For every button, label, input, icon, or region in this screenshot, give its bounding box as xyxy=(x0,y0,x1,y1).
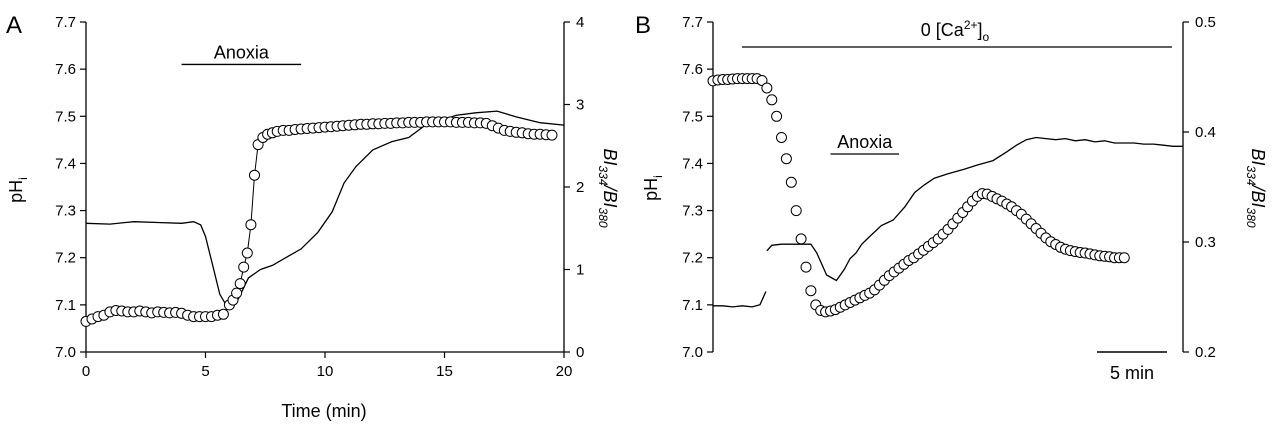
b-y-left-tick-label: 7.7 xyxy=(682,14,703,31)
b-phi-point xyxy=(1118,252,1130,264)
a-phi-connector xyxy=(85,121,553,322)
a-y-right-tick-label: 0 xyxy=(576,344,584,361)
y-axis-label-left-a: pHi xyxy=(6,177,30,203)
b-y-right-tick-label: 0.2 xyxy=(1195,344,1216,361)
b-y-left-tick-label: 7.2 xyxy=(682,250,703,267)
scale-bar-label: 5 min xyxy=(1110,363,1154,383)
a-x-tick-label: 5 xyxy=(201,363,209,380)
panel-a-phi-markers xyxy=(80,116,558,327)
b-phi-point xyxy=(790,205,802,217)
a-y-left-tick-label: 7.5 xyxy=(55,108,76,125)
a-y-left-tick-label: 7.4 xyxy=(55,155,76,172)
b-phi-point xyxy=(766,94,778,106)
a-x-tick-label: 10 xyxy=(317,363,334,380)
a-x-tick-label: 15 xyxy=(436,363,453,380)
b-phi-point xyxy=(756,75,768,86)
a-y-left-tick-label: 7.2 xyxy=(55,250,76,267)
a-y-left-tick-label: 7.7 xyxy=(55,14,76,31)
b-anoxia-label: Anoxia xyxy=(837,132,893,152)
panel-b-phi-markers xyxy=(707,73,1130,318)
panel-a-ratio-trace xyxy=(85,110,565,308)
b-phi-point xyxy=(761,82,773,94)
a-phi-point xyxy=(234,278,246,290)
x-axis-label-a: Time (min) xyxy=(281,401,366,421)
b-y-right-tick-label: 0.3 xyxy=(1195,234,1216,251)
b-phi-point xyxy=(780,153,792,165)
b-phi-point xyxy=(771,110,783,122)
a-phi-point xyxy=(249,169,260,181)
a-y-right-tick-label: 4 xyxy=(576,14,584,31)
a-y-right-tick-label: 3 xyxy=(576,97,584,114)
b-phi-point xyxy=(785,176,797,188)
a-anoxia-label: Anoxia xyxy=(214,42,270,62)
panel-b-axes: 7.0 7.1 7.2 7.3 7.4 7.5 7.6 7.7 0.2 0.3 0.4 0.5 xyxy=(682,14,1216,361)
panel-b-annotations: Anoxia xyxy=(830,132,900,155)
b-y-left-tick-label: 7.5 xyxy=(682,108,703,125)
a-phi-point xyxy=(231,287,243,299)
panel-a-annotations: Anoxia xyxy=(181,42,302,66)
b-y-left-tick-label: 7.0 xyxy=(682,344,703,361)
b-y-right-tick-label: 0.5 xyxy=(1195,14,1216,31)
y-axis-label-left-b: pHi xyxy=(641,175,665,201)
b-y-left-tick-label: 7.1 xyxy=(682,297,703,314)
b-y-right-tick-label: 0.4 xyxy=(1195,124,1216,141)
a-phi-point xyxy=(238,261,250,273)
a-phi-point xyxy=(217,308,229,320)
y-axis-label-right-b: BI334/BI380 xyxy=(1244,148,1268,227)
a-x-tick-label: 20 xyxy=(556,363,573,380)
a-y-left-tick-label: 7.0 xyxy=(55,344,76,361)
panel-b: B 7.0 7.1 7.2 7.3 7.4 7.5 7.6 7.7 0.2 0.3 0.4 0.5 A… xyxy=(635,12,1268,383)
a-y-right-tick-label: 2 xyxy=(576,179,584,196)
b-phi-point xyxy=(795,233,807,245)
a-phi-point xyxy=(546,129,558,141)
b-ratio-line-segment xyxy=(713,291,767,308)
a-x-tick-label: 0 xyxy=(82,363,90,380)
a-phi-point xyxy=(245,219,257,231)
panel-label-b: B xyxy=(635,12,651,39)
y-axis-label-right-a: BI334/BI380 xyxy=(596,148,620,227)
panel-a-axes: 7.0 7.1 7.2 7.3 7.4 7.5 7.6 7.7 0 1 2 3 4 0 5 10 15 20 xyxy=(55,14,584,380)
panel-label-a: A xyxy=(6,12,22,39)
b-y-left-tick-label: 7.6 xyxy=(682,61,703,78)
b-y-left-tick-label: 7.3 xyxy=(682,203,703,220)
b-phi-point xyxy=(805,285,817,297)
b-phi-point xyxy=(800,261,812,273)
a-y-left-tick-label: 7.3 xyxy=(55,203,76,220)
b-y-left-tick-label: 7.4 xyxy=(682,155,703,172)
b-ratio-line-segment xyxy=(766,136,1183,282)
a-ratio-line xyxy=(85,110,565,308)
a-y-left-tick-label: 7.1 xyxy=(55,297,76,314)
panel-b-ratio-trace xyxy=(713,136,1183,308)
a-y-right-tick-label: 1 xyxy=(576,262,584,279)
a-y-left-tick-label: 7.6 xyxy=(55,61,76,78)
a-phi-point xyxy=(241,247,253,259)
b-phi-point xyxy=(776,132,787,143)
calcium-free-label: 0 [Ca2+]o xyxy=(921,18,990,44)
